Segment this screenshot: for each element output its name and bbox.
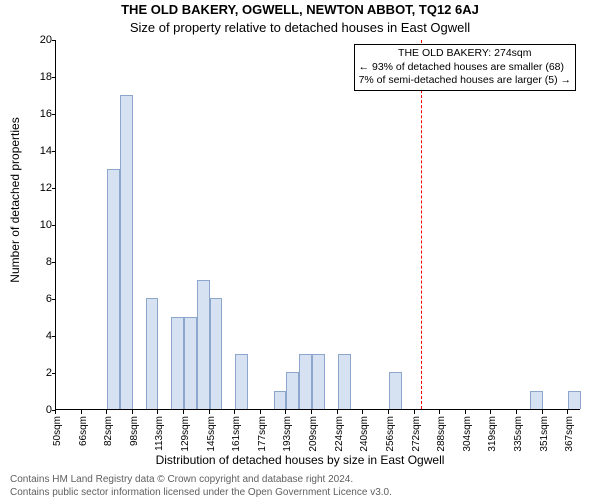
x-tick-mark — [516, 410, 517, 414]
y-tick-label: 10 — [32, 219, 52, 231]
x-tick-mark — [183, 410, 184, 414]
reference-line — [421, 40, 422, 409]
x-tick-label: 129sqm — [180, 416, 191, 452]
title-sub: Size of property relative to detached ho… — [0, 20, 600, 35]
y-tick-mark — [52, 373, 56, 374]
x-tick-mark — [465, 410, 466, 414]
annotation-line3: 7% of semi-detached houses are larger (5… — [359, 74, 571, 88]
x-tick-mark — [362, 410, 363, 414]
x-tick-mark — [157, 410, 158, 414]
annotation-line1: THE OLD BAKERY: 274sqm — [359, 47, 571, 61]
y-tick-label: 12 — [32, 182, 52, 194]
footer-line1: Contains HM Land Registry data © Crown c… — [10, 474, 353, 485]
x-tick-label: 177sqm — [257, 416, 268, 452]
x-tick-mark — [209, 410, 210, 414]
plot-area: THE OLD BAKERY: 274sqm ← 93% of detached… — [55, 40, 580, 410]
footer-line2: Contains public sector information licen… — [10, 487, 392, 498]
y-tick-label: 2 — [32, 367, 52, 379]
y-tick-mark — [52, 77, 56, 78]
histogram-bar — [120, 95, 133, 410]
histogram-bar — [210, 298, 223, 409]
x-tick-label: 304sqm — [462, 416, 473, 452]
y-tick-mark — [52, 336, 56, 337]
x-tick-label: 209sqm — [308, 416, 319, 452]
histogram-bar — [286, 372, 299, 409]
histogram-bar — [389, 372, 402, 409]
x-tick-label: 50sqm — [52, 416, 63, 446]
histogram-bar — [274, 391, 287, 410]
chart-container: THE OLD BAKERY, OGWELL, NEWTON ABBOT, TQ… — [0, 0, 600, 500]
y-tick-label: 0 — [32, 404, 52, 416]
x-tick-mark — [388, 410, 389, 414]
annotation-box: THE OLD BAKERY: 274sqm ← 93% of detached… — [354, 44, 576, 91]
x-tick-mark — [106, 410, 107, 414]
x-tick-mark — [311, 410, 312, 414]
y-tick-mark — [52, 299, 56, 300]
x-tick-mark — [234, 410, 235, 414]
y-tick-mark — [52, 188, 56, 189]
x-tick-mark — [55, 410, 56, 414]
x-tick-label: 288sqm — [436, 416, 447, 452]
histogram-bar — [146, 298, 159, 409]
x-axis-label: Distribution of detached houses by size … — [0, 453, 600, 467]
x-tick-mark — [542, 410, 543, 414]
y-tick-mark — [52, 262, 56, 263]
y-tick-mark — [52, 151, 56, 152]
histogram-bar — [299, 354, 312, 410]
x-tick-label: 256sqm — [385, 416, 396, 452]
x-tick-label: 272sqm — [411, 416, 422, 452]
y-tick-label: 18 — [32, 71, 52, 83]
y-tick-label: 20 — [32, 34, 52, 46]
x-tick-label: 98sqm — [129, 416, 140, 446]
x-tick-mark — [260, 410, 261, 414]
x-tick-mark — [414, 410, 415, 414]
x-tick-label: 351sqm — [539, 416, 550, 452]
histogram-bar — [235, 354, 248, 410]
y-axis-label: Number of detached properties — [8, 50, 22, 350]
x-tick-label: 335sqm — [513, 416, 524, 452]
x-tick-mark — [567, 410, 568, 414]
y-tick-label: 14 — [32, 145, 52, 157]
y-tick-label: 4 — [32, 330, 52, 342]
histogram-bar — [171, 317, 184, 410]
x-tick-mark — [439, 410, 440, 414]
x-tick-label: 319sqm — [487, 416, 498, 452]
x-tick-label: 66sqm — [78, 416, 89, 446]
y-tick-label: 6 — [32, 293, 52, 305]
histogram-bar — [338, 354, 351, 410]
histogram-bar — [530, 391, 543, 410]
histogram-bar — [184, 317, 197, 410]
x-tick-label: 367sqm — [564, 416, 575, 452]
histogram-bar — [107, 169, 120, 410]
y-tick-mark — [52, 40, 56, 41]
annotation-line2: ← 93% of detached houses are smaller (68… — [359, 61, 571, 75]
x-tick-label: 161sqm — [231, 416, 242, 452]
histogram-bar — [197, 280, 210, 410]
histogram-bar — [568, 391, 581, 410]
x-tick-label: 193sqm — [282, 416, 293, 452]
x-tick-label: 82sqm — [103, 416, 114, 446]
x-tick-label: 113sqm — [154, 416, 165, 451]
x-tick-label: 145sqm — [206, 416, 217, 452]
histogram-bar — [312, 354, 325, 410]
y-tick-label: 16 — [32, 108, 52, 120]
x-tick-mark — [337, 410, 338, 414]
title-main: THE OLD BAKERY, OGWELL, NEWTON ABBOT, TQ… — [0, 2, 600, 17]
y-tick-mark — [52, 225, 56, 226]
y-tick-label: 8 — [32, 256, 52, 268]
x-tick-mark — [132, 410, 133, 414]
x-tick-mark — [285, 410, 286, 414]
x-tick-mark — [490, 410, 491, 414]
y-tick-mark — [52, 114, 56, 115]
x-tick-mark — [81, 410, 82, 414]
x-tick-label: 240sqm — [359, 416, 370, 452]
x-tick-label: 224sqm — [334, 416, 345, 452]
